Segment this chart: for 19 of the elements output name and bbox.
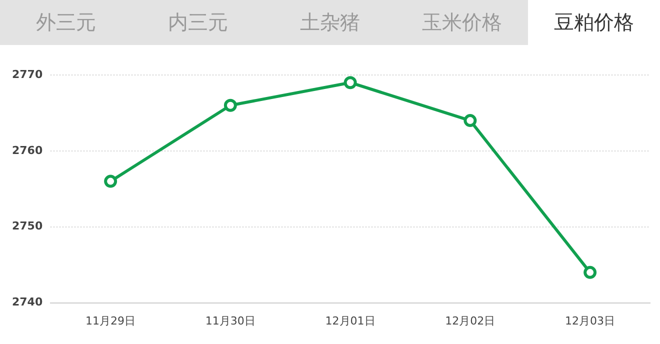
- x-tick-label: 11月29日: [86, 314, 136, 328]
- x-tick-label: 11月30日: [205, 314, 256, 328]
- text: 土杂猪: [264, 0, 396, 45]
- point: [224, 98, 237, 112]
- y-tick-label: 2740: [12, 296, 43, 309]
- point: [464, 114, 477, 128]
- point: [104, 174, 118, 188]
- x-tick-label: 12月03日: [565, 314, 616, 328]
- y-tick-label: 2760: [12, 144, 43, 157]
- point: [344, 76, 357, 90]
- chart-title: 豆粕价格: [528, 0, 660, 45]
- y-tick-label: 2770: [12, 68, 43, 81]
- text: 玉米价格: [396, 0, 528, 45]
- text: 外三元: [0, 0, 132, 45]
- y-tick-label: 2750: [12, 220, 43, 233]
- text: 内三元: [132, 0, 264, 45]
- x-tick-label: 12月01日: [325, 314, 376, 328]
- x-tick-label: 12月02日: [445, 314, 496, 328]
- point: [584, 266, 597, 279]
